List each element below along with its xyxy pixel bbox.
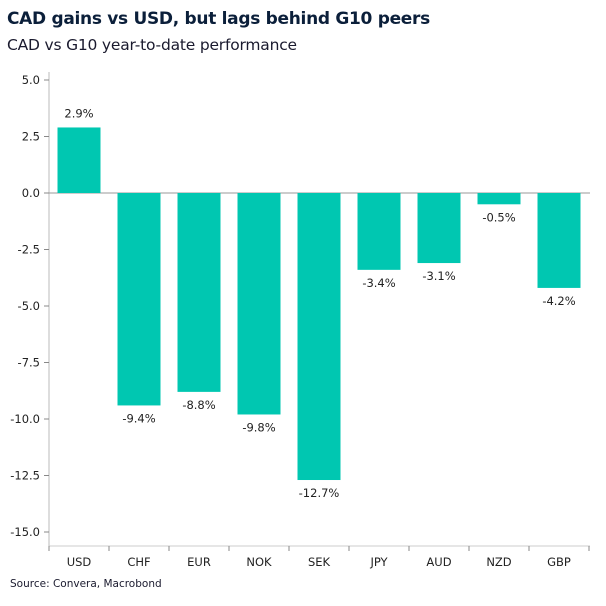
bar-eur (177, 193, 221, 392)
source-note: Source: Convera, Macrobond (10, 578, 162, 590)
data-label: 2.9% (64, 106, 93, 120)
x-tick-label: JPY (369, 555, 388, 569)
y-tick-label: -12.5 (10, 469, 40, 483)
y-tick-label: -5.0 (18, 299, 40, 313)
x-tick-label: GBP (547, 555, 571, 569)
x-tick-label: USD (67, 555, 92, 569)
bar-usd (57, 127, 101, 193)
data-label: -9.8% (242, 420, 275, 434)
data-label: -8.8% (182, 398, 215, 412)
bar-nok (237, 193, 281, 415)
bar-gbp (537, 193, 581, 288)
x-tick-label: SEK (308, 555, 331, 569)
bar-nzd (477, 193, 521, 205)
bar-chf (117, 193, 161, 406)
y-tick-label: 0.0 (22, 186, 40, 200)
x-tick-label: CHF (127, 555, 150, 569)
data-label: -3.1% (422, 269, 455, 283)
bar-sek (297, 193, 341, 481)
y-tick-label: -15.0 (10, 525, 40, 539)
bar-jpy (357, 193, 401, 270)
data-label: -0.5% (482, 210, 515, 224)
y-tick-label: 5.0 (22, 73, 40, 87)
bar-aud (417, 193, 461, 264)
chart-title: CAD gains vs USD, but lags behind G10 pe… (7, 9, 430, 29)
data-label: -3.4% (362, 276, 395, 290)
x-tick-label: NOK (246, 555, 272, 569)
data-label: -9.4% (122, 411, 155, 425)
data-label: -4.2% (542, 294, 575, 308)
x-tick-label: NZD (486, 555, 511, 569)
x-tick-label: AUD (426, 555, 451, 569)
y-tick-label: -10.0 (10, 412, 40, 426)
y-tick-label: 2.5 (22, 130, 40, 144)
data-label: -12.7% (299, 486, 340, 500)
chart-subtitle: CAD vs G10 year-to-date performance (7, 36, 297, 54)
y-tick-label: -2.5 (18, 243, 40, 257)
x-tick-label: EUR (187, 555, 211, 569)
y-tick-label: -7.5 (18, 356, 40, 370)
